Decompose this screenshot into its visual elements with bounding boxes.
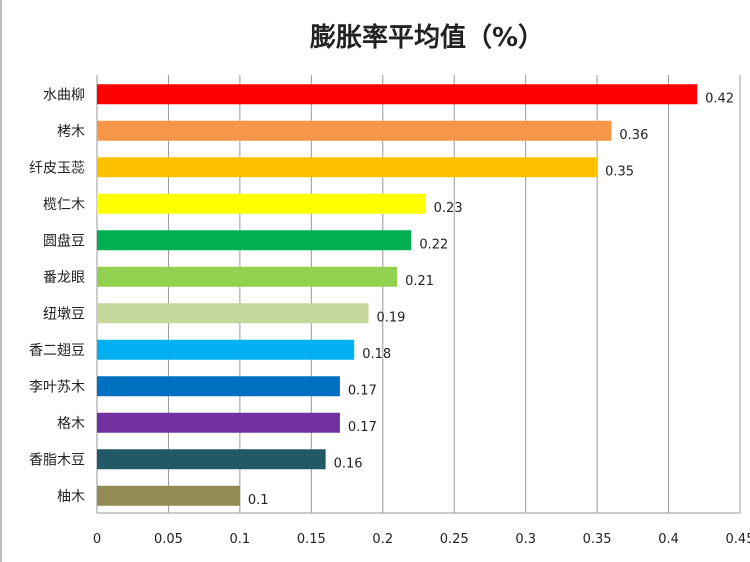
- y-category-label: 纤皮玉蕊: [29, 160, 85, 176]
- x-tick-label: 0.2: [372, 532, 393, 547]
- data-label: 0.22: [419, 237, 448, 252]
- bar: [97, 120, 612, 141]
- y-category-label: 香二翅豆: [29, 343, 85, 359]
- data-label: 0.19: [376, 310, 405, 325]
- x-tick-label: 0.45: [726, 532, 750, 547]
- bar: [97, 193, 426, 214]
- data-label: 0.23: [434, 201, 463, 216]
- bar: [97, 84, 698, 105]
- x-tick-label: 0.05: [154, 532, 183, 547]
- bar: [97, 485, 240, 506]
- x-tick-label: 0.3: [515, 532, 536, 547]
- x-tick-label: 0.4: [658, 532, 679, 547]
- x-tick-label: 0.1: [230, 532, 251, 547]
- data-label: 0.18: [362, 347, 391, 362]
- y-category-label: 圆盘豆: [43, 232, 85, 249]
- bar: [97, 376, 340, 397]
- data-label: 0.1: [248, 493, 269, 508]
- y-category-label: 纽墩豆: [43, 306, 85, 322]
- x-tick-label: 0.15: [297, 532, 326, 547]
- bar: [97, 157, 598, 178]
- data-label: 0.16: [334, 456, 363, 471]
- data-label: 0.17: [348, 420, 377, 435]
- y-category-label: 水曲柳: [43, 86, 85, 103]
- data-label: 0.42: [705, 91, 734, 106]
- x-tick-label: 0.35: [583, 532, 612, 547]
- y-category-label: 柚木: [57, 489, 85, 505]
- bar: [97, 266, 398, 287]
- data-label: 0.17: [348, 383, 377, 398]
- y-category-label: 榄仁木: [43, 197, 85, 213]
- y-category-label: 李叶苏木: [29, 379, 85, 395]
- chart-title: 膨胀率平均值（%）: [310, 22, 544, 53]
- y-category-label: 香脂木豆: [29, 452, 85, 468]
- bar: [97, 339, 355, 360]
- bar: [97, 449, 326, 470]
- data-label: 0.36: [619, 128, 648, 143]
- data-label: 0.21: [405, 274, 434, 289]
- x-tick-label: 0.25: [440, 532, 469, 547]
- bar: [97, 230, 412, 251]
- y-category-label: 格木: [57, 416, 85, 432]
- bar: [97, 412, 340, 433]
- x-tick-label: 0: [93, 532, 101, 547]
- data-label: 0.35: [605, 164, 634, 179]
- y-category-label: 番龙眼: [43, 270, 85, 286]
- y-category-label: 栲木: [57, 124, 85, 140]
- bar: [97, 303, 369, 324]
